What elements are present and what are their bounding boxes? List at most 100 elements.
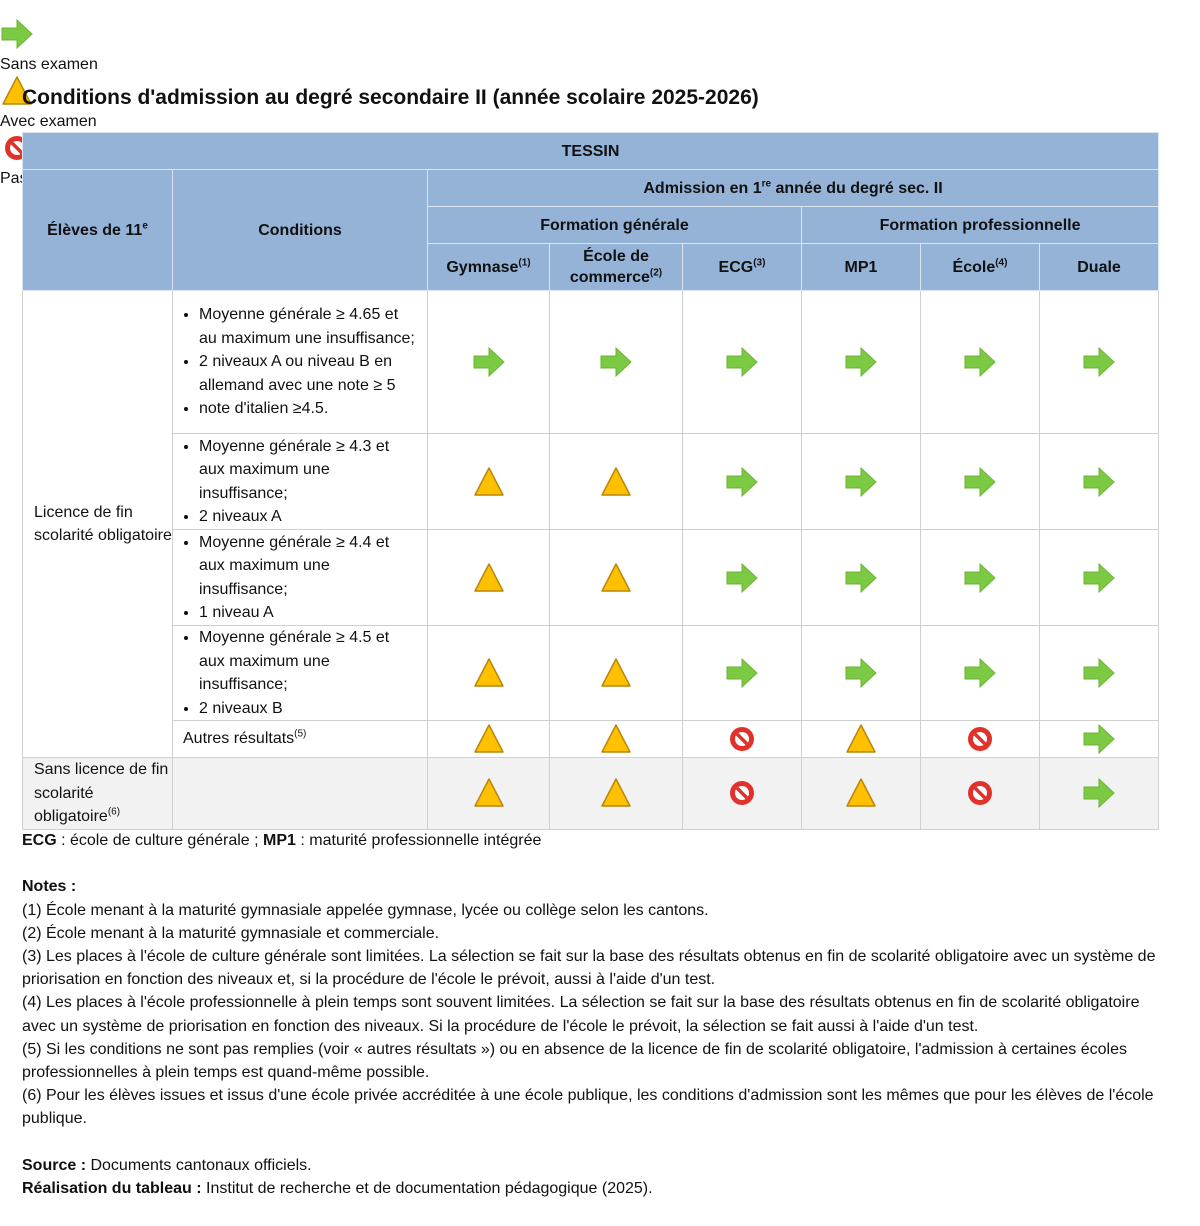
status-cell bbox=[549, 720, 683, 758]
warning-icon bbox=[473, 466, 504, 496]
condition: Moyenne générale ≥ 4.5 et aux maximum un… bbox=[199, 626, 419, 697]
note: (2) École menant à la maturité gymnasial… bbox=[22, 924, 440, 942]
warning-icon bbox=[473, 724, 504, 753]
conditions-list: Moyenne générale ≥ 4.3 et aux maximum un… bbox=[173, 435, 419, 529]
status-cell bbox=[801, 290, 921, 434]
status-cell bbox=[920, 720, 1040, 758]
status-cell bbox=[682, 757, 802, 830]
arrow-icon bbox=[1083, 346, 1115, 378]
status-cell bbox=[801, 720, 921, 758]
text: ECG bbox=[718, 258, 754, 276]
column-header: École(4) bbox=[920, 243, 1040, 291]
body-row: Licence de fin scolarité obligatoire Moye… bbox=[22, 290, 1160, 758]
column-header: ECG(3) bbox=[682, 243, 802, 291]
arrow-icon bbox=[845, 562, 877, 593]
status-cell bbox=[920, 433, 1040, 530]
text: Élèves de 11 bbox=[47, 221, 143, 239]
header-row: Élèves de 11e Conditions Admission en 1re … bbox=[22, 169, 1160, 291]
conditions-cell: Autres résultats(5) bbox=[172, 720, 428, 758]
text: : maturité professionnelle intégrée bbox=[295, 832, 542, 849]
text: Sans licence de fin scolarité obligatoir… bbox=[34, 761, 169, 825]
condition: Autres résultats(5) bbox=[173, 727, 427, 751]
text: Documents cantonaux officiels. bbox=[86, 1156, 312, 1174]
warning-icon bbox=[601, 724, 631, 753]
text: Admission en 1 bbox=[643, 179, 762, 197]
body-row: Moyenne générale ≥ 4.4 et aux maximum un… bbox=[23, 529, 1160, 626]
conditions-cell: Moyenne générale ≥ 4.4 et aux maximum un… bbox=[172, 529, 428, 626]
status-cell bbox=[427, 757, 550, 830]
arrow-icon bbox=[1083, 657, 1115, 689]
condition: 2 niveaux A bbox=[199, 505, 419, 529]
condition: Moyenne générale ≥ 4.3 et aux maximum un… bbox=[199, 435, 419, 506]
text: Gymnase bbox=[446, 258, 519, 276]
status-cell bbox=[427, 720, 550, 758]
status-cell bbox=[549, 757, 683, 830]
status-cell bbox=[801, 433, 921, 530]
abbreviations: ECG : école de culture générale ; MP1 : … bbox=[22, 829, 1162, 852]
header-cell: Élèves de 11e bbox=[22, 169, 173, 291]
warning-icon bbox=[601, 658, 631, 687]
status-cell bbox=[1038, 757, 1160, 830]
status-cell bbox=[1038, 290, 1160, 434]
conditions-cell: Moyenne générale ≥ 4.3 et aux maximum un… bbox=[172, 433, 428, 530]
status-cell bbox=[549, 433, 683, 530]
arrow-icon bbox=[845, 466, 877, 497]
note: (4) Les places à l'école professionnelle… bbox=[22, 994, 1140, 1035]
superscript: (2) bbox=[649, 267, 663, 279]
source: Source : Documents cantonaux officiels. bbox=[22, 1154, 1162, 1177]
column-header: École de commerce(2) bbox=[549, 243, 683, 291]
title: Conditions d'admission au degré secondai… bbox=[22, 86, 759, 109]
status-cell bbox=[801, 757, 921, 830]
superscript: re bbox=[761, 178, 772, 190]
prohibited-icon bbox=[968, 727, 992, 751]
arrow-icon bbox=[726, 562, 758, 593]
conditions-list: Moyenne générale ≥ 4.5 et aux maximum un… bbox=[173, 626, 419, 720]
group-header: Formation générale bbox=[427, 206, 802, 244]
text: : école de culture générale ; bbox=[56, 832, 264, 849]
status-cell bbox=[1038, 720, 1160, 758]
status-cell bbox=[549, 625, 683, 721]
table-caption: TESSIN bbox=[21, 132, 1160, 170]
arrow-icon bbox=[1083, 562, 1115, 593]
notes-heading: Notes : bbox=[22, 878, 77, 896]
prohibited-icon bbox=[730, 781, 754, 806]
arrow-icon bbox=[1083, 466, 1115, 497]
legend-box bbox=[0, 74, 1200, 113]
status-cell bbox=[682, 290, 802, 434]
status-cell bbox=[682, 433, 802, 530]
body-row: Sans licence de fin scolarité obligatoir… bbox=[22, 757, 1160, 830]
condition: 2 niveaux A ou niveau B en allemand avec… bbox=[199, 350, 419, 397]
warning-icon bbox=[846, 778, 876, 807]
warning-icon bbox=[473, 658, 504, 687]
header-row: TESSIN bbox=[21, 132, 1160, 170]
note: (1) École menant à la maturité gymnasial… bbox=[22, 901, 709, 919]
header-cell: Conditions bbox=[172, 169, 428, 291]
status-cell bbox=[682, 720, 802, 758]
status-cell bbox=[801, 529, 921, 626]
arrow-icon bbox=[845, 346, 877, 378]
arrow-icon bbox=[964, 346, 996, 378]
conditions-list: Moyenne générale ≥ 4.4 et aux maximum un… bbox=[173, 531, 419, 625]
superscript: (4) bbox=[995, 257, 1008, 269]
text: MP1 bbox=[844, 258, 878, 276]
bold-text: MP1 bbox=[263, 832, 296, 849]
footer: ECG : école de culture générale ; MP1 : … bbox=[22, 829, 1162, 1200]
arrow-icon bbox=[1083, 778, 1115, 809]
arrow-icon bbox=[473, 346, 505, 378]
status-cell bbox=[427, 625, 550, 721]
text: Conditions bbox=[258, 221, 342, 239]
conditions-cell: Moyenne générale ≥ 4.5 et aux maximum un… bbox=[172, 625, 428, 721]
credit: Réalisation du tableau : Institut de rec… bbox=[22, 1177, 1162, 1200]
arrow-icon bbox=[726, 657, 758, 689]
column-header: Gymnase(1) bbox=[427, 243, 550, 291]
status-cell bbox=[427, 529, 550, 626]
prohibited-icon bbox=[968, 781, 992, 806]
condition: 1 niveau A bbox=[199, 601, 419, 625]
text: Autres résultats bbox=[183, 730, 295, 748]
arrow-icon bbox=[1083, 723, 1115, 755]
status-cell bbox=[1038, 625, 1160, 721]
row-group-label: Sans licence de fin scolarité obligatoir… bbox=[22, 757, 173, 830]
text: année du degré sec. II bbox=[771, 179, 943, 197]
